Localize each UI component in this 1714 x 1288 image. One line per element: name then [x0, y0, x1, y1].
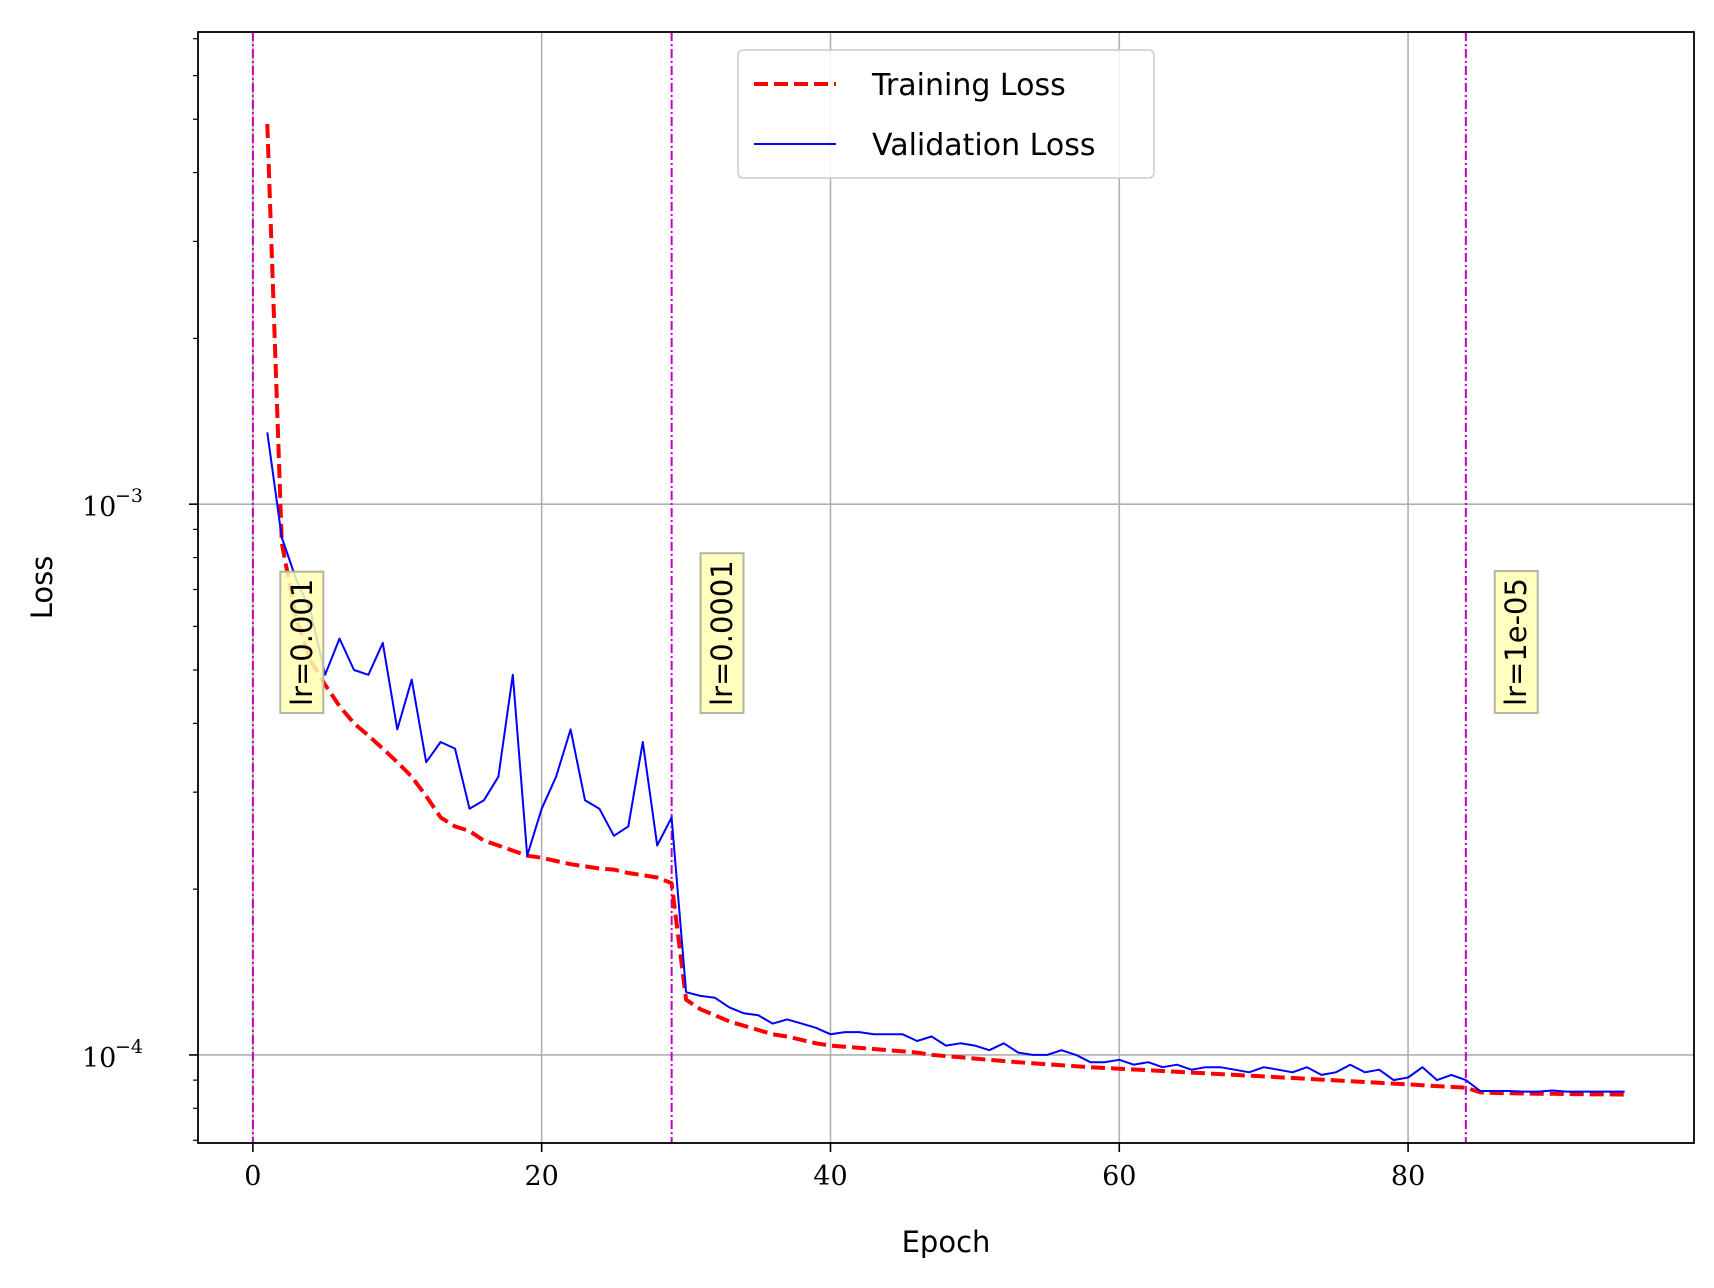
- plot-frame: [197, 31, 1695, 1144]
- lr-annotation-box: [1493, 570, 1539, 714]
- lr-annotation: lr=0.0001: [699, 552, 745, 714]
- y-tick-exponent: −4: [115, 1036, 143, 1058]
- x-tick-label: 0: [244, 1161, 261, 1192]
- y-tick-exponent: −3: [115, 485, 143, 507]
- x-tick-label: 40: [813, 1161, 847, 1192]
- y-tick-base: 10: [82, 1043, 116, 1074]
- x-axis-title: Epoch: [902, 1225, 991, 1259]
- series-lines: [265, 124, 1625, 1097]
- lr-annotation-text: lr=0.001: [285, 579, 319, 706]
- training-loss-line: [265, 124, 1625, 1097]
- validation-loss-line: [266, 432, 1625, 1093]
- lr-annotation: lr=0.001: [279, 570, 325, 714]
- lr-annotation: lr=1e-05: [1493, 570, 1539, 714]
- legend: Training Loss Validation Loss: [737, 49, 1155, 179]
- x-tick-label: 60: [1102, 1161, 1136, 1192]
- grid: [198, 32, 1694, 1143]
- lr-annotation-text: lr=0.0001: [705, 560, 739, 706]
- x-tick-label: 80: [1391, 1161, 1425, 1192]
- lr-annotation-box: [279, 570, 325, 714]
- y-tick-label: 10−3: [82, 485, 143, 523]
- lr-annotations: lr=0.001 lr=0.0001 lr=1e-05: [279, 552, 1539, 714]
- x-tick-label: 20: [524, 1161, 558, 1192]
- legend-box: [737, 49, 1155, 179]
- legend-label-validation: Validation Loss: [872, 128, 1095, 163]
- y-tick-base: 10: [82, 492, 116, 523]
- lr-annotation-box: [699, 552, 745, 714]
- lr-change-lines: [251, 32, 1467, 1143]
- legend-label-training: Training Loss: [871, 68, 1066, 103]
- lr-annotation-text: lr=1e-05: [1499, 578, 1533, 706]
- y-tick-label: 10−4: [82, 1036, 143, 1074]
- y-axis-title: Loss: [25, 556, 59, 620]
